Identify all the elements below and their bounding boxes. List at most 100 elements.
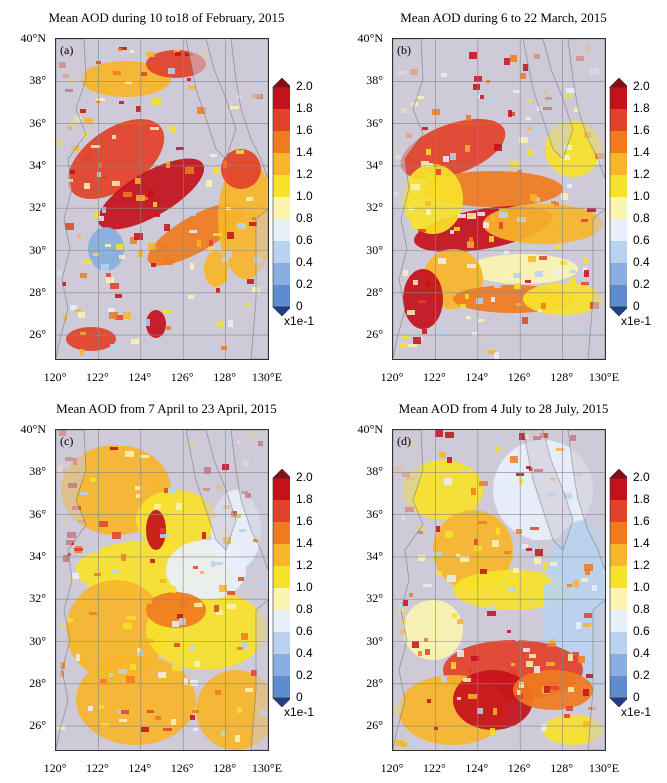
panel-title: Mean AOD during 6 to 22 March, 2015 (400, 10, 607, 25)
aod-pixel (101, 264, 109, 271)
colorbar-over-arrow (609, 469, 627, 479)
aod-pixel (403, 600, 408, 606)
colorbar-segment (610, 87, 627, 109)
aod-pixel (219, 585, 227, 592)
aod-pixel (425, 282, 430, 287)
aod-pixel (433, 480, 441, 484)
aod-pixel (534, 666, 540, 673)
aod-pixel (172, 586, 176, 593)
colorbar-segment (610, 610, 627, 632)
panel-letter: (a) (60, 43, 74, 57)
colorbar-segment (273, 610, 290, 632)
aod-pixel (546, 662, 555, 666)
colorbar-tick-label: 1.0 (296, 580, 313, 594)
aod-pixel (560, 261, 567, 265)
aod-pixel (511, 663, 515, 666)
aod-pixel (110, 344, 119, 349)
longitude-label: 122° (85, 761, 109, 775)
land-mass (587, 208, 605, 359)
aod-pixel (561, 193, 568, 200)
latitude-label: 36° (29, 506, 46, 521)
aod-pixel (237, 647, 243, 650)
aod-pixel (439, 329, 447, 335)
aod-pixel (190, 645, 195, 651)
aod-pixel (214, 562, 223, 565)
aod-pixel (566, 706, 573, 711)
colorbar-segment (610, 263, 627, 285)
aod-pixel (423, 584, 432, 587)
aod-pixel (125, 81, 132, 84)
aod-pixel (200, 571, 204, 574)
aod-pixel (477, 95, 482, 98)
aod-pixel (80, 492, 88, 495)
aod-pixel (441, 676, 447, 682)
aod-pixel (412, 225, 421, 229)
aod-pixel (91, 145, 100, 148)
aod-pixel (70, 305, 77, 310)
aod-pixel (543, 562, 548, 569)
latitude-label: 40°N (357, 422, 383, 436)
aod-pixel (84, 118, 93, 123)
aod-pixel (80, 349, 84, 356)
colorbar-segment (610, 500, 627, 522)
colorbar (609, 78, 627, 316)
colorbar-tick-label: 2.0 (296, 79, 313, 93)
aod-pixel (119, 719, 127, 722)
aod-pixel (436, 526, 440, 532)
aod-pixel (534, 557, 541, 564)
aod-pixel (208, 247, 216, 251)
panel-d: Mean AOD from 4 July to 28 July, 2015 (d… (337, 391, 667, 782)
aod-pixel (433, 552, 442, 556)
aod-pixel (80, 657, 84, 662)
colorbar-tick-label: 0.6 (633, 233, 650, 247)
latitude-label: 28° (29, 284, 46, 299)
aod-pixel (523, 648, 530, 652)
aod-pixel (509, 669, 517, 674)
longitude-label: 120° (43, 761, 67, 775)
map-area: (a) (55, 38, 269, 360)
latitude-label: 34° (29, 548, 46, 563)
colorbar-under-arrow (609, 697, 627, 707)
colorbar-tick-label: 0.6 (633, 624, 650, 638)
colorbar-segment (273, 588, 290, 610)
longitude-label: 126° (507, 761, 531, 775)
aod-pixel (447, 457, 452, 463)
aod-pixel (471, 656, 479, 661)
colorbar-segment (610, 522, 627, 544)
aod-pixel (218, 322, 224, 327)
aod-pixel (456, 554, 460, 557)
aod-pixel (477, 212, 485, 216)
latitude-label: 40°N (20, 422, 46, 436)
aod-pixel (168, 488, 176, 494)
aod-pixel (506, 271, 510, 277)
aod-pixel (514, 283, 521, 289)
colorbar-unit: x1e-1 (284, 314, 315, 328)
latitude-label: 30° (366, 242, 383, 257)
aod-pixel (581, 282, 589, 285)
aod-pixel (118, 669, 127, 674)
aod-pixel (427, 699, 431, 703)
aod-pixel (93, 253, 99, 256)
aod-pixel (227, 232, 234, 239)
aod-pixel (193, 566, 198, 569)
aod-pixel (172, 621, 179, 627)
colorbar (272, 469, 290, 707)
aod-pixel (465, 145, 470, 152)
aod-pixel (584, 270, 589, 277)
aod-pixel (489, 606, 495, 609)
aod-pixel (467, 241, 474, 248)
aod-patch (221, 149, 261, 189)
aod-pixel (510, 161, 519, 167)
aod-map (56, 39, 268, 359)
aod-pixel (74, 548, 83, 551)
aod-pixel (127, 616, 136, 620)
aod-pixel (206, 180, 212, 187)
aod-pixel (413, 337, 421, 344)
aod-pixel (507, 587, 516, 591)
aod-pixel (504, 551, 511, 554)
longitude-label: 126° (507, 370, 531, 384)
aod-pixel (171, 128, 176, 133)
aod-pixel (164, 259, 173, 265)
aod-pixel (179, 618, 186, 625)
latitude-label: 26° (366, 327, 383, 342)
